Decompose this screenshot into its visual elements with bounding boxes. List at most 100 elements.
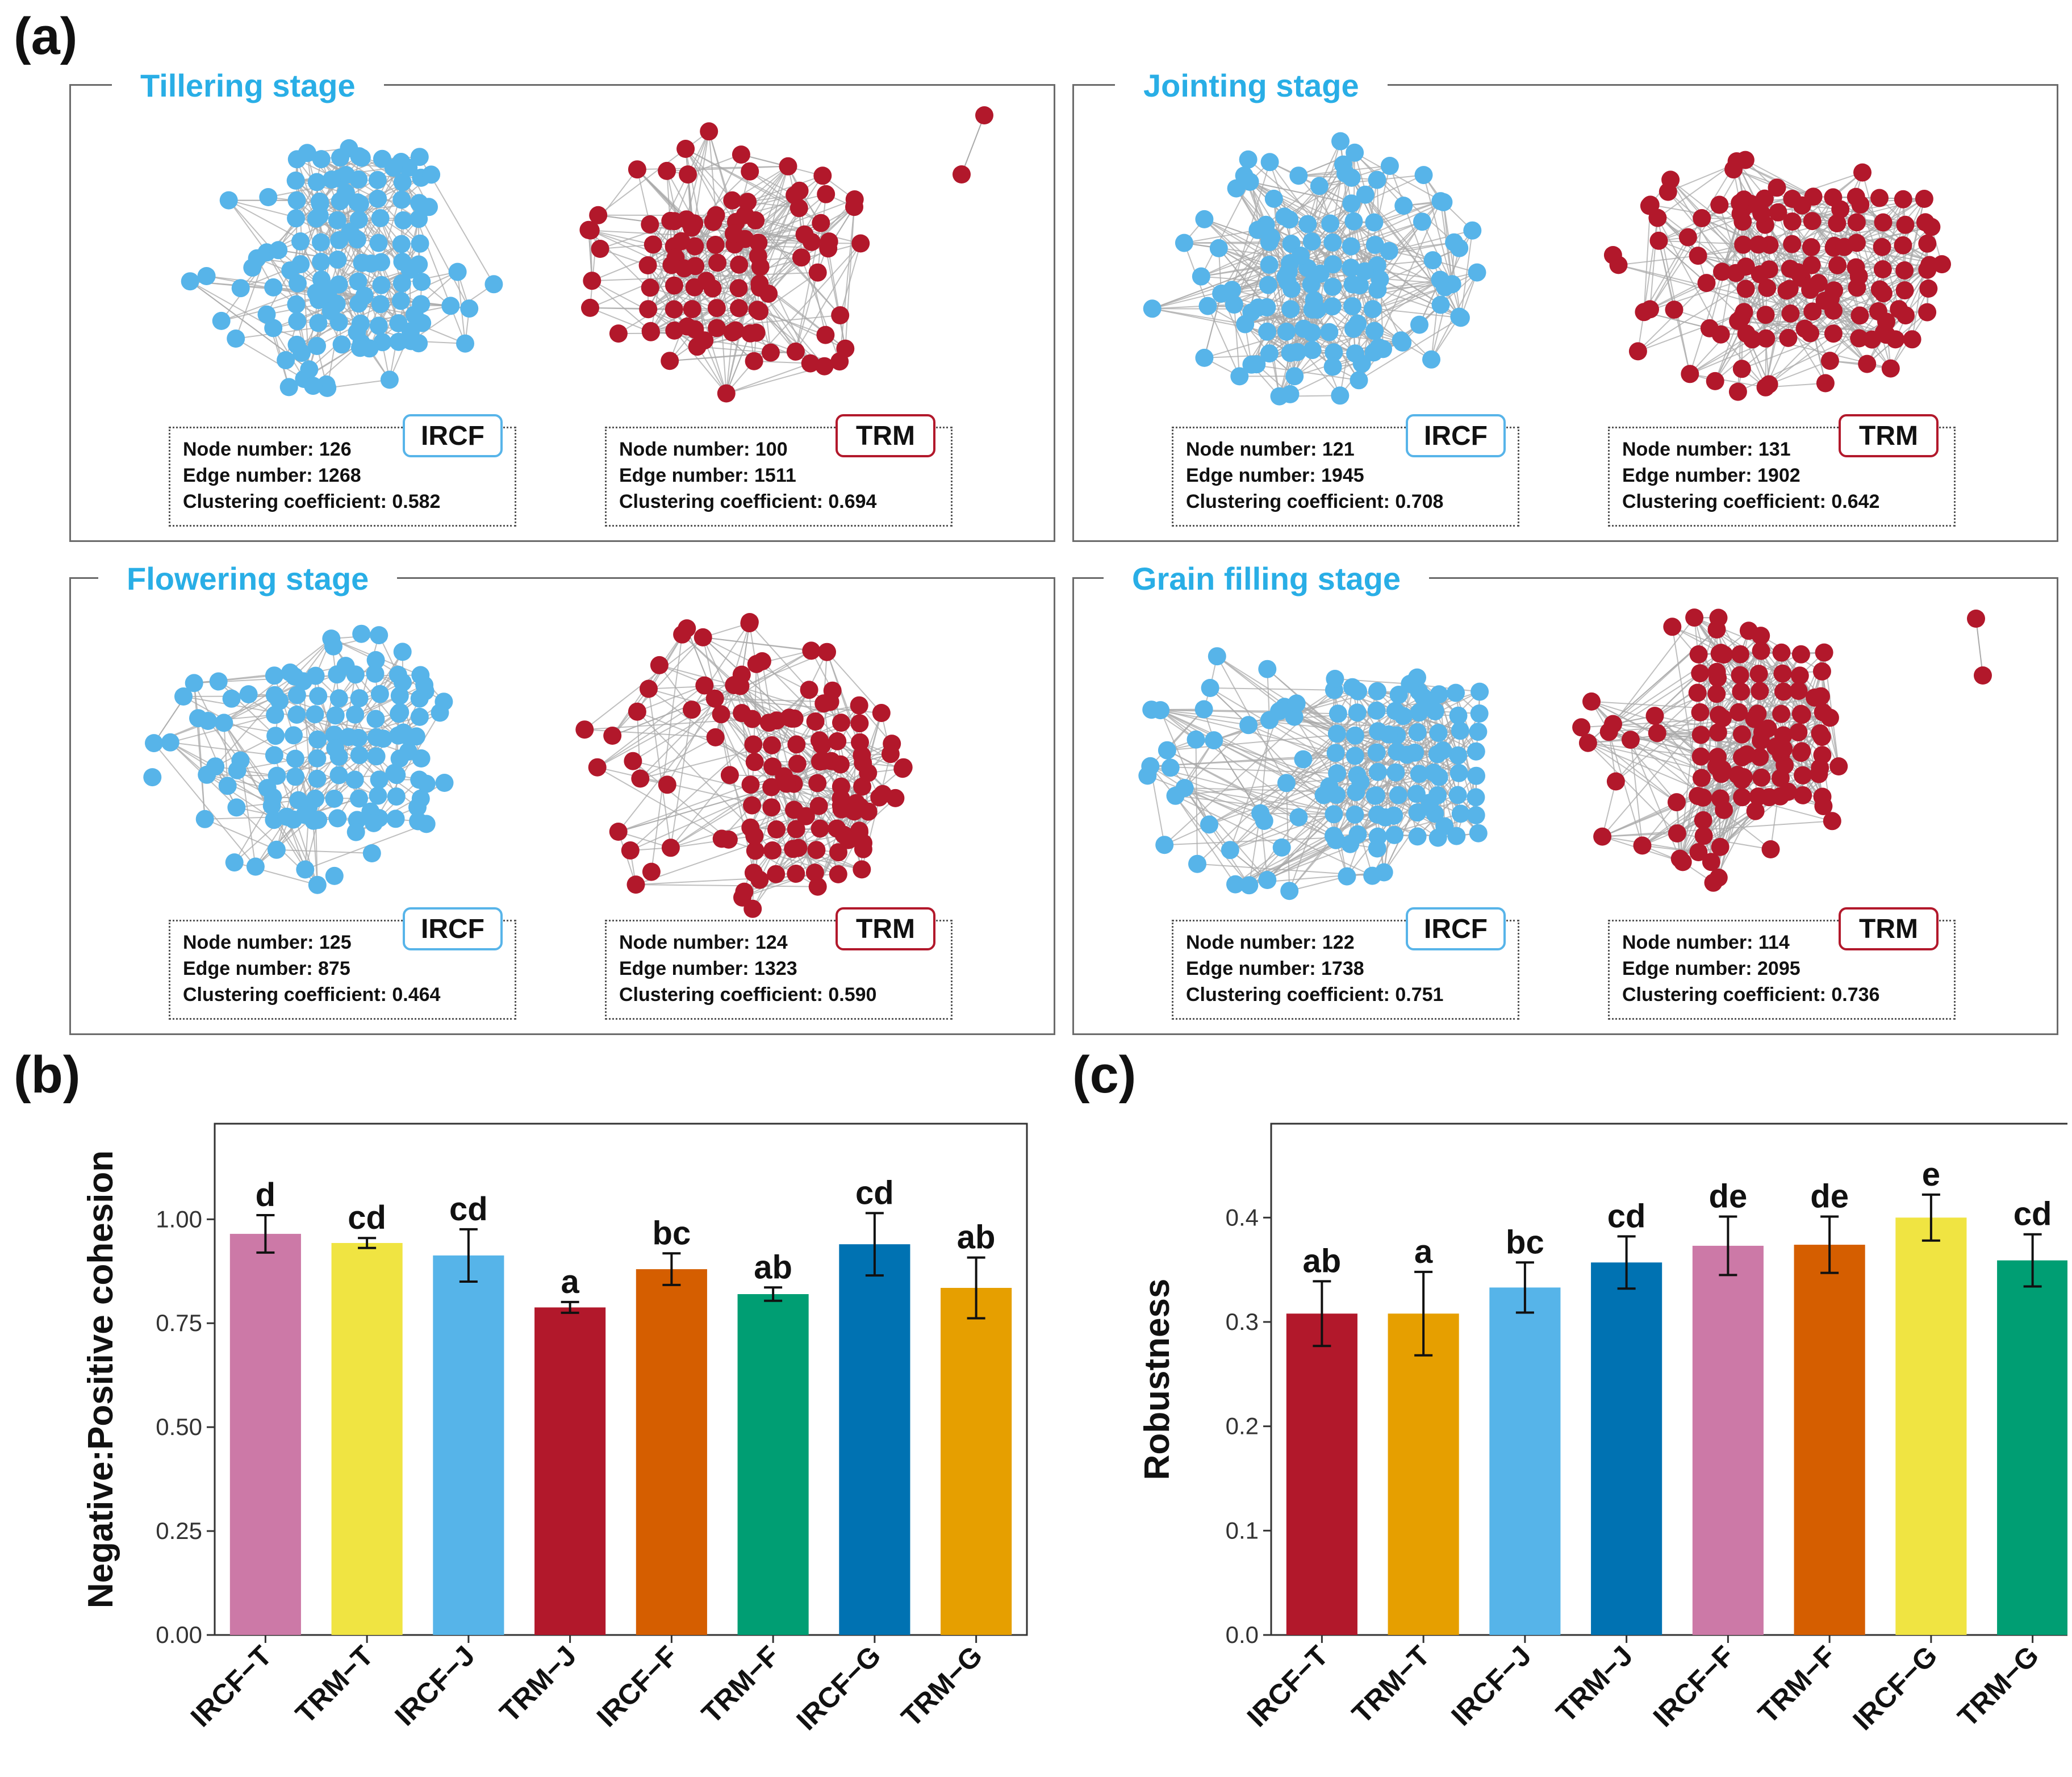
edge-number-text: Edge number: 2095 [1622,958,1801,979]
network-edge [1591,701,1702,757]
network-node [1795,319,1814,338]
network-node [412,273,431,291]
network-edge [652,131,710,245]
edge-number-text: Edge number: 1268 [183,465,361,486]
network-node [745,827,764,845]
network-edge [296,694,360,699]
network-node [1731,194,1749,212]
network-node [650,656,669,674]
network-edge [590,307,651,333]
network-node [336,657,355,675]
network-node [786,342,805,361]
network-node [259,188,278,206]
network-node [829,843,847,862]
clustering-coefficient-text: Clustering coefficient: 0.464 [183,984,441,1006]
network-node [1732,725,1751,744]
network-node [816,326,835,344]
network-node [1260,153,1279,172]
network-node [1649,231,1668,250]
network-edge [1269,719,1336,754]
bar [1286,1313,1357,1635]
bar [941,1288,1012,1635]
network-node [1258,871,1277,889]
network-node [300,360,319,379]
network-node [706,236,725,254]
bar [1997,1260,2067,1635]
network-node [350,789,368,808]
network-edge [725,332,733,394]
network-node [1392,331,1410,350]
network-edge [1251,364,1359,381]
network-edge [1286,782,1334,815]
network-node [306,705,324,724]
network-node [1410,315,1428,334]
network-node [1688,683,1707,702]
network-node [1777,281,1796,300]
network-node [1247,355,1266,374]
network-node [1967,610,1985,628]
network-node [422,165,441,184]
network-node [708,319,726,337]
network-edge [1207,306,1240,377]
network-panel-jointing: Jointing stage Node number: 121 Edge num… [1072,62,2058,542]
network-node [1694,811,1712,829]
network-node [1230,367,1249,386]
network-node [1280,882,1299,900]
network-node [1281,385,1300,403]
network-node [298,144,316,162]
network-node [1431,295,1450,314]
network-panel-flowering: Flowering stage Node number: 125 Edge nu… [69,555,1055,1035]
network-node [268,766,286,785]
network-node [1346,806,1364,824]
network-node [391,291,410,310]
network-node [1713,262,1731,281]
network-node [288,312,307,331]
network-node [1774,740,1793,758]
network-node [1749,665,1768,683]
node-number-text: Node number: 124 [619,932,788,953]
network-node [641,278,659,297]
network-node [1918,303,1937,322]
y-tick-label: 1.00 [156,1205,202,1232]
network-edge [374,673,384,739]
network-node [145,734,163,753]
network-edge [1588,734,1701,744]
network-node [1847,213,1866,232]
network-node [1794,766,1812,785]
network-node [264,278,283,297]
network-node [813,166,832,185]
network-node [1756,306,1775,324]
network-node [746,841,765,860]
significance-letter: cd [1607,1198,1646,1234]
network-node [1351,773,1370,791]
network-edge [1230,814,1334,851]
network-node [1198,297,1217,315]
network-node [1862,330,1881,349]
stage-title: Tillering stage [112,62,384,110]
network-node [349,272,367,291]
network-node [750,870,769,889]
network-node [296,860,315,879]
network-edge [379,243,421,304]
network-node [1700,319,1719,337]
network-edge [721,714,797,745]
network-node [318,378,337,397]
x-tick-label: IRCF−J [389,1640,481,1732]
network-node [1158,741,1176,760]
panel-label-b: (b) [14,1046,81,1104]
network-node [1641,195,1660,214]
network-edge [206,774,268,789]
network-node [285,726,303,745]
network-node [1694,789,1712,807]
network-node [1820,352,1839,370]
network-edge [800,257,841,362]
bar [331,1243,403,1635]
bar [1591,1262,1662,1635]
network-node [185,674,203,693]
network-edge [1744,245,1835,313]
x-tick-label: IRCF−G [790,1640,887,1736]
network-node [345,770,364,789]
network-node [1201,679,1219,697]
network-node [1279,262,1298,281]
network-node [1713,709,1732,728]
